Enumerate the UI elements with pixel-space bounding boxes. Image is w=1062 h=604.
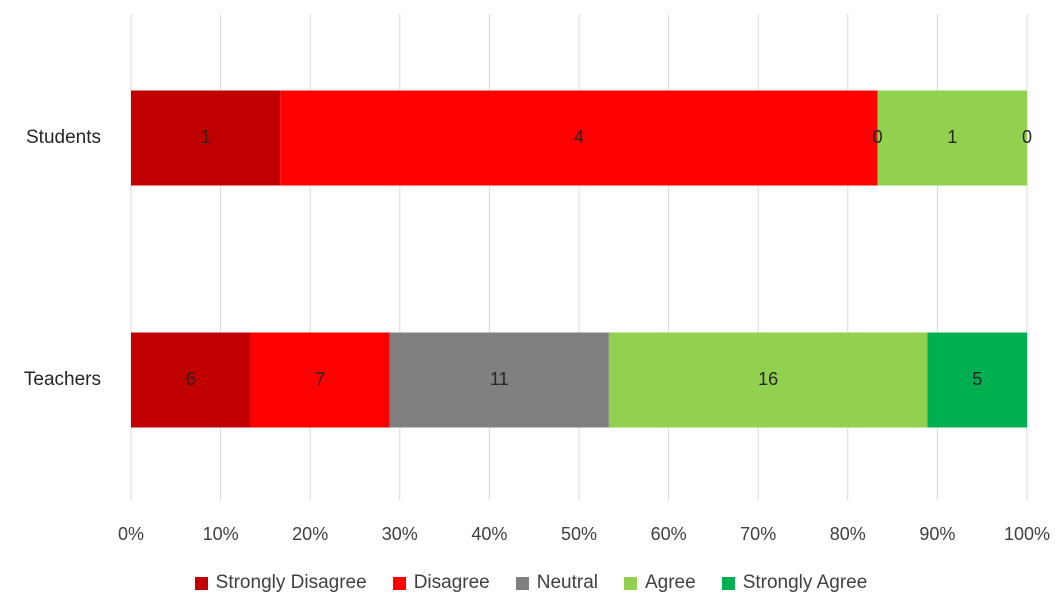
bar-segment xyxy=(250,332,390,428)
legend-swatch xyxy=(515,576,529,590)
legend: Strongly Disagree Disagree Neutral Agree Str… xyxy=(0,566,1062,600)
bar-segment xyxy=(131,332,251,428)
category-label: Teachers xyxy=(24,369,101,390)
x-tick-label: 70% xyxy=(740,524,776,544)
legend-label: Neutral xyxy=(536,572,598,593)
legend-item: Disagree xyxy=(392,572,490,594)
data-label: 5 xyxy=(972,369,982,389)
x-tick-label: 40% xyxy=(471,524,507,544)
bar-segment xyxy=(280,90,878,186)
data-label: 7 xyxy=(315,369,325,389)
data-label: 4 xyxy=(574,127,584,147)
x-tick-label: 100% xyxy=(1004,524,1050,544)
x-tick-label: 20% xyxy=(292,524,328,544)
legend-item: Strongly Disagree xyxy=(194,572,367,594)
bar-segment xyxy=(608,332,928,428)
category-label: Students xyxy=(26,127,101,148)
data-labels: 1 4 0 1 0 6 7 11 16 5 xyxy=(186,127,1032,389)
legend-item: Agree xyxy=(623,572,696,594)
data-label: 0 xyxy=(873,127,883,147)
legend-swatch xyxy=(623,576,637,590)
legend-label: Agree xyxy=(644,572,696,593)
x-tick-label: 60% xyxy=(651,524,687,544)
x-tick-label: 90% xyxy=(919,524,955,544)
legend-swatch xyxy=(194,576,208,590)
legend-label: Strongly Disagree xyxy=(215,572,367,593)
data-label: 1 xyxy=(201,127,211,147)
legend-swatch xyxy=(721,576,735,590)
data-label: 6 xyxy=(186,369,196,389)
data-label: 1 xyxy=(947,127,957,147)
x-tick-label: 80% xyxy=(830,524,866,544)
data-label: 16 xyxy=(758,369,778,389)
legend-label: Disagree xyxy=(413,572,490,593)
bar-segment xyxy=(131,90,281,186)
legend-label: Strongly Agree xyxy=(742,572,868,593)
category-axis: Students Teachers xyxy=(24,127,101,390)
bar-segment xyxy=(877,90,1027,186)
bar-segment xyxy=(927,332,1027,428)
x-tick-label: 30% xyxy=(382,524,418,544)
data-label: 11 xyxy=(490,369,509,389)
legend-item: Strongly Agree xyxy=(721,572,868,594)
legend-swatch xyxy=(392,576,406,590)
bars xyxy=(131,90,1027,428)
legend-item: Neutral xyxy=(515,572,598,594)
x-tick-label: 0% xyxy=(118,524,144,544)
x-tick-label: 10% xyxy=(203,524,239,544)
value-axis: 0% 10% 20% 30% 40% 50% 60% 70% 80% 90% 100% xyxy=(118,524,1050,544)
stacked-bar-chart: 1 4 0 1 0 6 7 11 16 5 Students Teachers 0% 10% 20% 30… xyxy=(24,14,1050,544)
bar-segment xyxy=(389,332,609,428)
data-label: 0 xyxy=(1022,127,1032,147)
x-tick-label: 50% xyxy=(561,524,597,544)
